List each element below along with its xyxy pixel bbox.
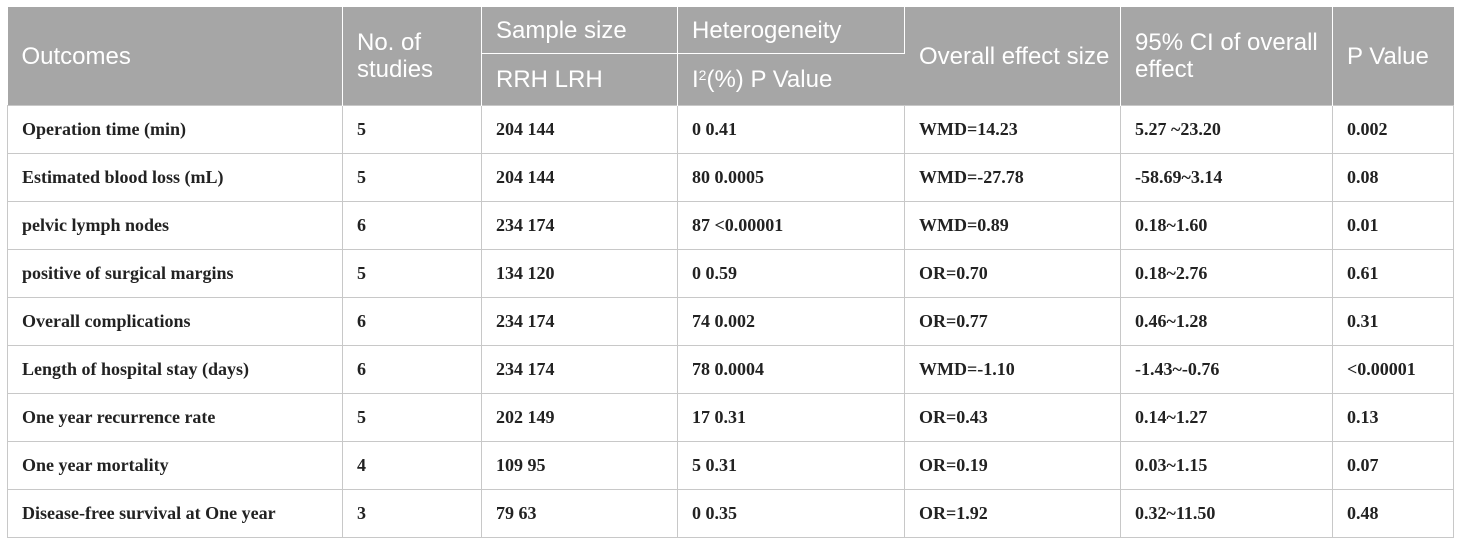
cell-p-value: 0.48 (1332, 489, 1454, 538)
table-row: Estimated blood loss (mL) 5 204 144 80 0… (7, 153, 1454, 202)
header-het-sub-suffix: (%) P Value (706, 66, 833, 93)
cell-sample: 234 174 (481, 297, 678, 346)
cell-sample: 109 95 (481, 441, 678, 490)
cell-ci: 5.27 ~23.20 (1120, 105, 1333, 154)
cell-p-value: 0.07 (1332, 441, 1454, 490)
cell-heterogeneity: 80 0.0005 (677, 153, 905, 202)
meta-analysis-table: Outcomes No. of studies Sample size Hete… (7, 7, 1454, 538)
header-sample-size: Sample size (481, 7, 678, 54)
cell-outcome: pelvic lymph nodes (7, 201, 343, 250)
cell-effect: OR=0.70 (904, 249, 1121, 298)
header-overall-effect: Overall effect size (904, 7, 1121, 106)
cell-studies: 3 (342, 489, 482, 538)
cell-ci: 0.18~2.76 (1120, 249, 1333, 298)
cell-ci: 0.32~11.50 (1120, 489, 1333, 538)
cell-outcome: Disease-free survival at One year (7, 489, 343, 538)
cell-studies: 5 (342, 249, 482, 298)
cell-p-value: 0.61 (1332, 249, 1454, 298)
cell-studies: 4 (342, 441, 482, 490)
cell-effect: OR=0.43 (904, 393, 1121, 442)
cell-outcome: Length of hospital stay (days) (7, 345, 343, 394)
cell-sample: 202 149 (481, 393, 678, 442)
cell-effect: OR=0.19 (904, 441, 1121, 490)
cell-effect: OR=0.77 (904, 297, 1121, 346)
cell-ci: 0.14~1.27 (1120, 393, 1333, 442)
cell-effect: WMD=-27.78 (904, 153, 1121, 202)
cell-studies: 6 (342, 297, 482, 346)
cell-effect: WMD=0.89 (904, 201, 1121, 250)
table-row: Operation time (min) 5 204 144 0 0.41 WM… (7, 105, 1454, 154)
results-table-container: Outcomes No. of studies Sample size Hete… (7, 7, 1454, 538)
cell-outcome: positive of surgical margins (7, 249, 343, 298)
cell-ci: -58.69~3.14 (1120, 153, 1333, 202)
table-header: Outcomes No. of studies Sample size Hete… (7, 7, 1454, 106)
header-het-sub-sup: 2 (698, 67, 707, 83)
cell-studies: 5 (342, 105, 482, 154)
cell-heterogeneity: 78 0.0004 (677, 345, 905, 394)
cell-studies: 6 (342, 201, 482, 250)
cell-p-value: 0.13 (1332, 393, 1454, 442)
cell-p-value: 0.08 (1332, 153, 1454, 202)
header-het-sub: I2(%) P Value (677, 53, 905, 106)
cell-p-value: 0.31 (1332, 297, 1454, 346)
cell-heterogeneity: 74 0.002 (677, 297, 905, 346)
cell-heterogeneity: 0 0.35 (677, 489, 905, 538)
cell-ci: -1.43~-0.76 (1120, 345, 1333, 394)
cell-sample: 204 144 (481, 105, 678, 154)
cell-p-value: 0.002 (1332, 105, 1454, 154)
cell-outcome: Estimated blood loss (mL) (7, 153, 343, 202)
cell-outcome: Overall complications (7, 297, 343, 346)
header-het-sub-prefix: I (692, 66, 699, 93)
cell-sample: 234 174 (481, 201, 678, 250)
header-outcomes: Outcomes (7, 7, 343, 106)
cell-ci: 0.03~1.15 (1120, 441, 1333, 490)
table-row: positive of surgical margins 5 134 120 0… (7, 249, 1454, 298)
header-studies: No. of studies (342, 7, 482, 106)
cell-p-value: 0.01 (1332, 201, 1454, 250)
table-row: Overall complications 6 234 174 74 0.002… (7, 297, 1454, 346)
cell-heterogeneity: 5 0.31 (677, 441, 905, 490)
cell-studies: 6 (342, 345, 482, 394)
header-heterogeneity: Heterogeneity (677, 7, 905, 54)
cell-p-value: <0.00001 (1332, 345, 1454, 394)
cell-studies: 5 (342, 153, 482, 202)
cell-outcome: One year mortality (7, 441, 343, 490)
table-row: Disease-free survival at One year 3 79 6… (7, 489, 1454, 538)
table-row: One year recurrence rate 5 202 149 17 0.… (7, 393, 1454, 442)
table-row: Length of hospital stay (days) 6 234 174… (7, 345, 1454, 394)
cell-sample: 134 120 (481, 249, 678, 298)
cell-sample: 234 174 (481, 345, 678, 394)
table-row: pelvic lymph nodes 6 234 174 87 <0.00001… (7, 201, 1454, 250)
cell-outcome: Operation time (min) (7, 105, 343, 154)
cell-effect: OR=1.92 (904, 489, 1121, 538)
cell-studies: 5 (342, 393, 482, 442)
table-body: Operation time (min) 5 204 144 0 0.41 WM… (7, 105, 1454, 538)
cell-outcome: One year recurrence rate (7, 393, 343, 442)
header-sample-sub: RRH LRH (481, 53, 678, 106)
table-row: One year mortality 4 109 95 5 0.31 OR=0.… (7, 441, 1454, 490)
cell-ci: 0.46~1.28 (1120, 297, 1333, 346)
cell-heterogeneity: 0 0.59 (677, 249, 905, 298)
cell-effect: WMD=14.23 (904, 105, 1121, 154)
cell-effect: WMD=-1.10 (904, 345, 1121, 394)
cell-ci: 0.18~1.60 (1120, 201, 1333, 250)
cell-heterogeneity: 87 <0.00001 (677, 201, 905, 250)
cell-heterogeneity: 17 0.31 (677, 393, 905, 442)
cell-sample: 79 63 (481, 489, 678, 538)
cell-sample: 204 144 (481, 153, 678, 202)
header-ci: 95% CI of overall effect (1120, 7, 1333, 106)
cell-heterogeneity: 0 0.41 (677, 105, 905, 154)
header-p-value: P Value (1332, 7, 1454, 106)
